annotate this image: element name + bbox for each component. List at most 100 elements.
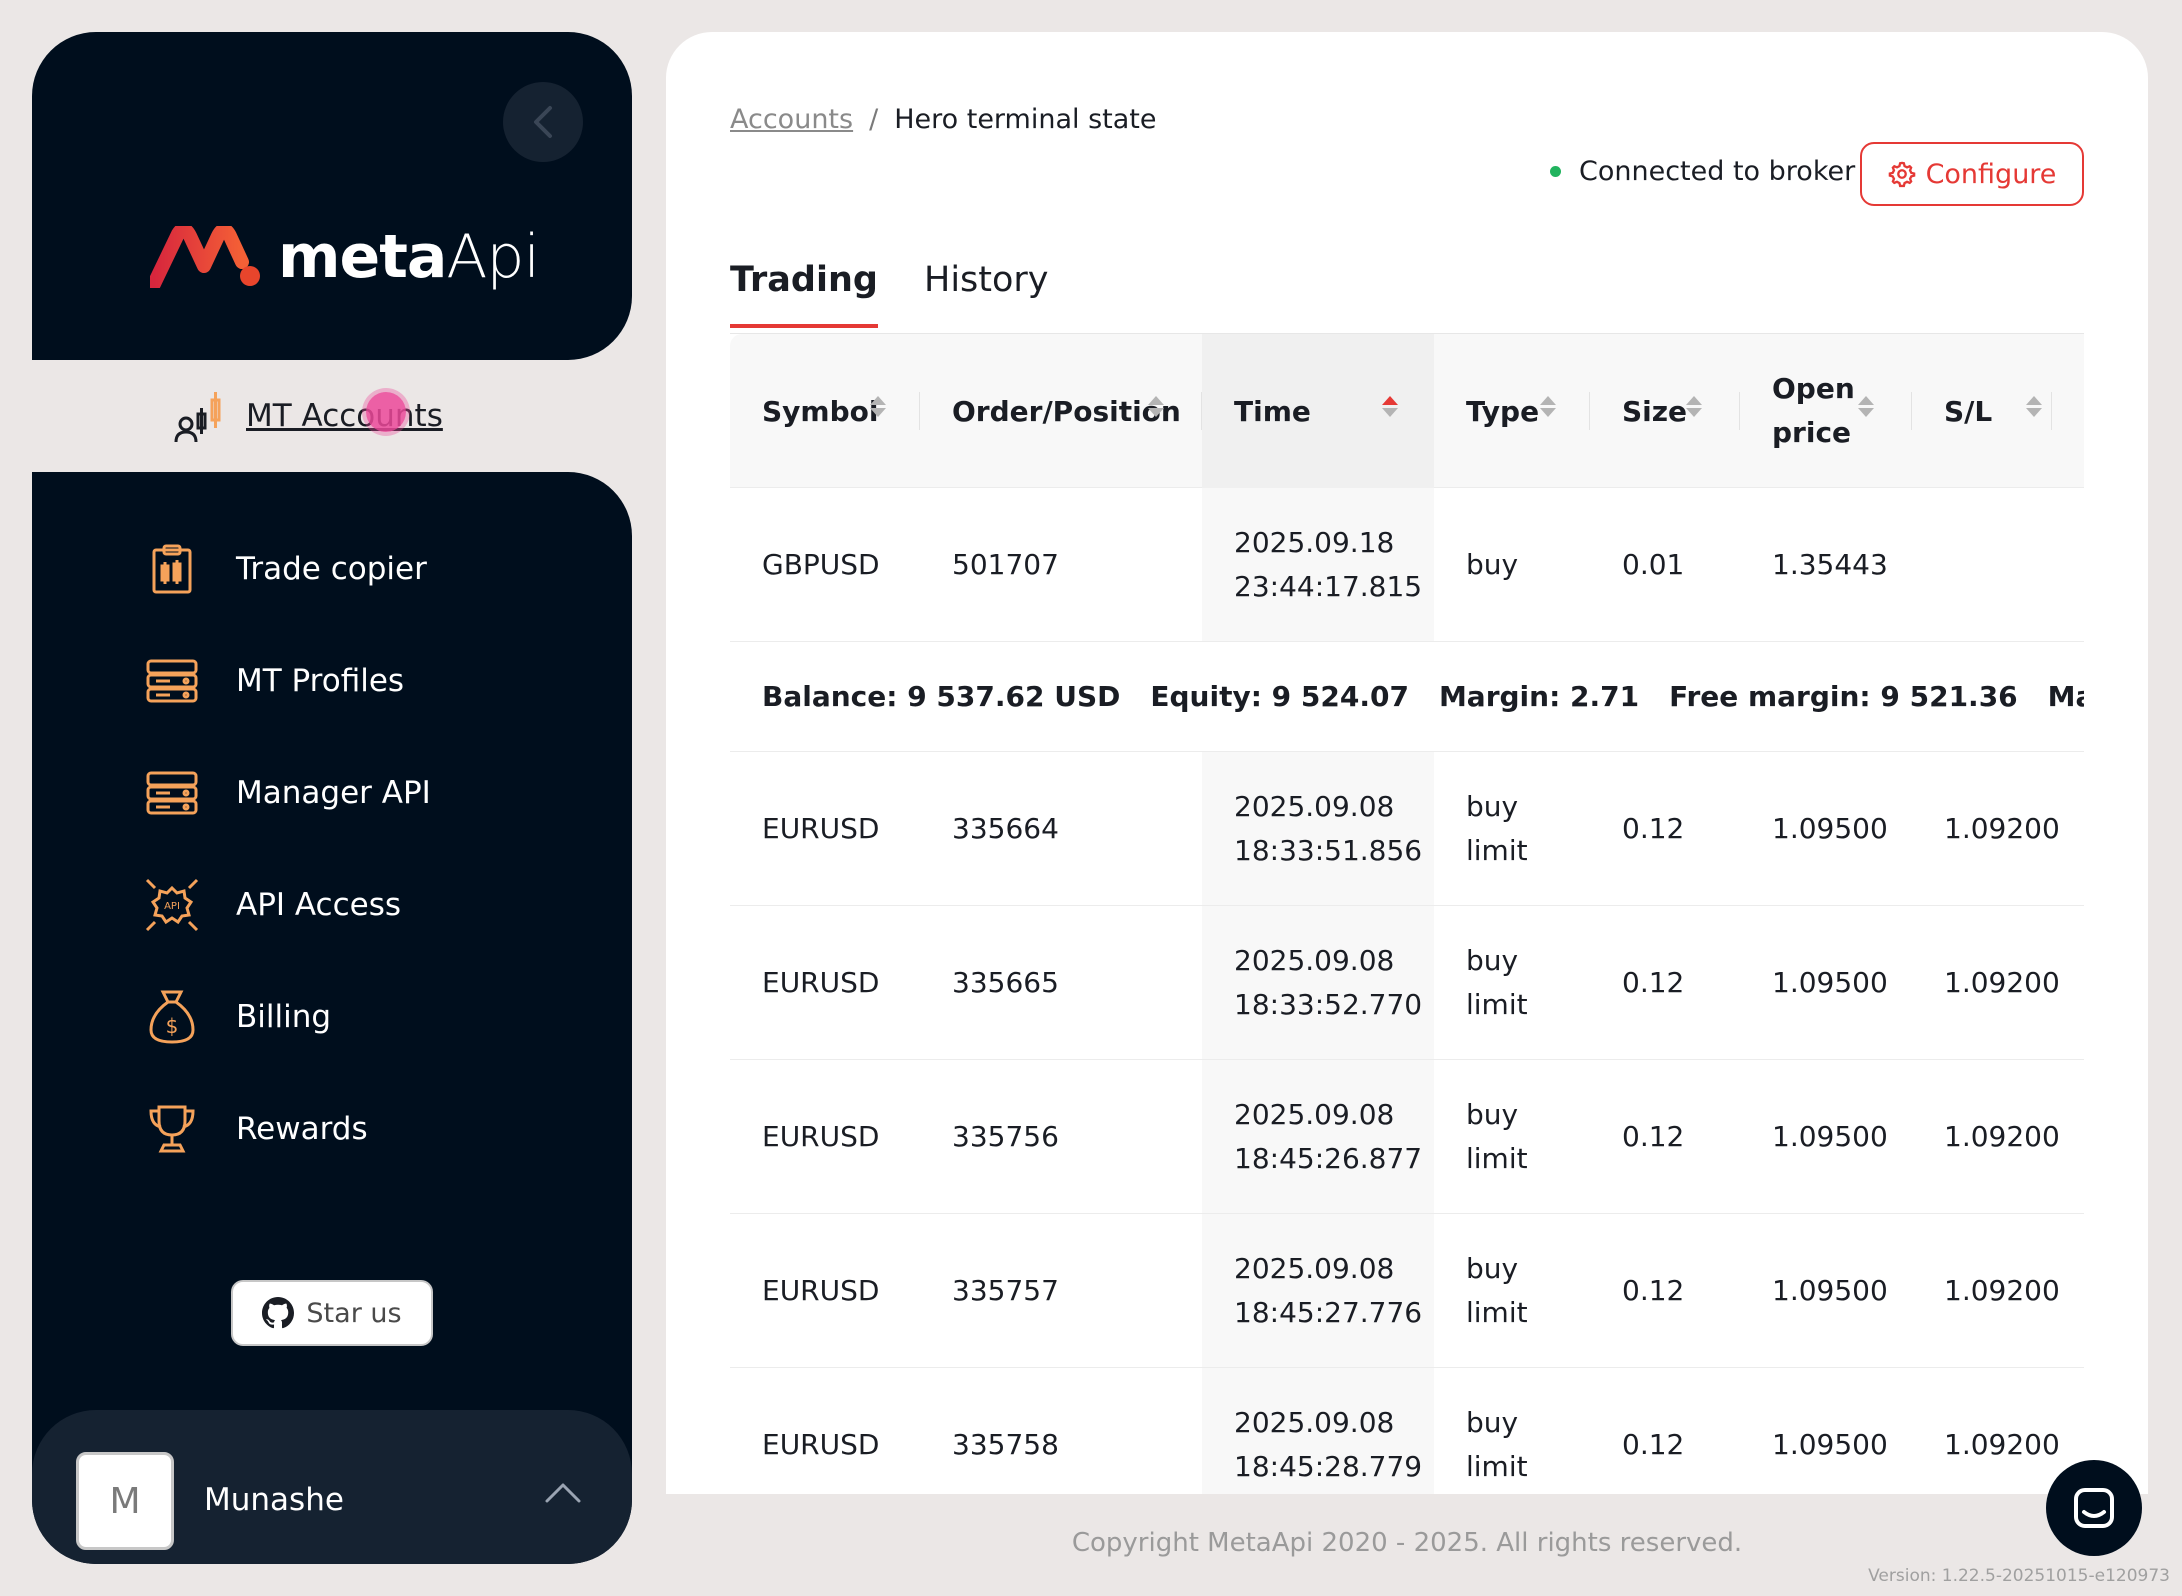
collapse-sidebar-button[interactable] bbox=[503, 82, 583, 162]
chat-icon bbox=[2074, 1488, 2114, 1528]
breadcrumb-accounts-link[interactable]: Accounts bbox=[730, 104, 854, 135]
table-row[interactable]: EURUSD 335757 2025.09.08 18:45:27.776 buy… bbox=[730, 1214, 2084, 1368]
cell-type: buy bbox=[1466, 548, 1519, 581]
column-header-label: Size bbox=[1622, 394, 1688, 428]
sidebar: metaApi MT Accounts Trade copier MT Prof… bbox=[32, 32, 632, 1564]
sidebar-item-api-access[interactable]: API API Access bbox=[142, 870, 582, 940]
cell-sl: 1.09200 bbox=[1944, 812, 2060, 845]
cell-symbol: EURUSD bbox=[762, 966, 880, 999]
sorted-column-bg bbox=[1202, 1368, 1434, 1494]
sort-icon bbox=[1858, 396, 1874, 417]
cell-open-price: 1.35443 bbox=[1772, 548, 1888, 581]
sidebar-item-rewards[interactable]: Rewards bbox=[142, 1094, 582, 1164]
sort-icon bbox=[1686, 396, 1702, 417]
cell-order-id: 335757 bbox=[952, 1274, 1059, 1307]
column-header-size[interactable]: Size bbox=[1590, 334, 1740, 488]
cell-time: 2025.09.08 18:45:26.877 bbox=[1234, 1098, 1423, 1175]
status-dot-icon bbox=[1550, 166, 1561, 177]
cell-size: 0.01 bbox=[1622, 548, 1685, 581]
sidebar-item-label: Billing bbox=[236, 999, 332, 1035]
server-icon bbox=[142, 763, 202, 823]
sidebar-item-billing[interactable]: $ Billing bbox=[142, 982, 582, 1052]
cell-symbol: EURUSD bbox=[762, 1428, 880, 1461]
table-row[interactable]: EURUSD 335665 2025.09.08 18:33:52.770 buy… bbox=[730, 906, 2084, 1060]
cell-time: 2025.09.08 18:45:27.776 bbox=[1234, 1252, 1423, 1329]
star-us-label: Star us bbox=[306, 1297, 402, 1329]
table-header: Symbol Order/Position Time Type Size bbox=[730, 334, 2084, 488]
sidebar-item-label: Manager API bbox=[236, 775, 431, 811]
sidebar-header: metaApi bbox=[32, 32, 632, 360]
balance-value: Balance: 9 537.62 USD bbox=[762, 680, 1121, 713]
cell-symbol: EURUSD bbox=[762, 1274, 880, 1307]
breadcrumb-separator: / bbox=[869, 104, 879, 135]
column-header-label: Type bbox=[1466, 394, 1540, 428]
metaapi-logo-mark bbox=[150, 226, 260, 288]
column-header-label: S/L bbox=[1944, 394, 1993, 428]
cell-type: buy limit bbox=[1466, 944, 1528, 1021]
cell-open-price: 1.09500 bbox=[1772, 1274, 1888, 1307]
sidebar-item-manager-api[interactable]: Manager API bbox=[142, 758, 582, 828]
cell-open-price: 1.09500 bbox=[1772, 1120, 1888, 1153]
cell-open-price: 1.09500 bbox=[1772, 812, 1888, 845]
cell-size: 0.12 bbox=[1622, 1274, 1685, 1307]
column-header-sl[interactable]: S/L bbox=[1912, 334, 2052, 488]
sidebar-item-mt-accounts[interactable]: MT Accounts bbox=[80, 360, 632, 472]
money-bag-icon: $ bbox=[142, 987, 202, 1047]
sidebar-item-label: MT Profiles bbox=[236, 663, 405, 699]
metaapi-logo[interactable]: metaApi bbox=[150, 222, 540, 292]
cell-order-id: 335758 bbox=[952, 1428, 1059, 1461]
avatar: M bbox=[76, 1452, 174, 1550]
sort-icon bbox=[870, 396, 886, 417]
sidebar-item-trade-copier[interactable]: Trade copier bbox=[142, 534, 582, 604]
table-row[interactable]: EURUSD 335664 2025.09.08 18:33:51.856 buy… bbox=[730, 752, 2084, 906]
column-header-label: Symbol bbox=[762, 394, 879, 428]
column-header-open-price[interactable]: Open price bbox=[1740, 334, 1912, 488]
cell-type: buy limit bbox=[1466, 1098, 1528, 1175]
configure-label: Configure bbox=[1925, 158, 2057, 190]
tab-history[interactable]: History bbox=[924, 260, 1049, 300]
cell-open-price: 1.09500 bbox=[1772, 966, 1888, 999]
tab-trading[interactable]: Trading bbox=[730, 260, 878, 328]
server-icon bbox=[142, 651, 202, 711]
sorted-column-bg bbox=[1202, 752, 1434, 905]
column-header-symbol[interactable]: Symbol bbox=[730, 334, 920, 488]
star-us-button[interactable]: Star us bbox=[231, 1280, 433, 1346]
cell-size: 0.12 bbox=[1622, 1120, 1685, 1153]
cell-type: buy limit bbox=[1466, 1252, 1528, 1329]
sorted-column-bg bbox=[1202, 488, 1434, 641]
chevron-up-icon[interactable] bbox=[544, 1480, 582, 1504]
table-row[interactable]: GBPUSD 501707 2025.09.18 23:44:17.815 buy… bbox=[730, 488, 2084, 642]
user-panel[interactable]: M Munashe bbox=[32, 1410, 632, 1564]
column-divider bbox=[2051, 392, 2052, 430]
cell-symbol: EURUSD bbox=[762, 812, 880, 845]
user-name: Munashe bbox=[204, 1482, 344, 1518]
table-row[interactable]: EURUSD 335756 2025.09.08 18:45:26.877 buy… bbox=[730, 1060, 2084, 1214]
column-header-order-position[interactable]: Order/Position bbox=[920, 334, 1202, 488]
column-header-time[interactable]: Time bbox=[1202, 334, 1434, 488]
cell-sl: 1.09200 bbox=[1944, 1428, 2060, 1461]
table-row[interactable]: EURUSD 335758 2025.09.08 18:45:28.779 buy… bbox=[730, 1368, 2084, 1494]
sidebar-item-mt-profiles[interactable]: MT Profiles bbox=[142, 646, 582, 716]
sort-ascending-icon bbox=[1382, 396, 1398, 417]
cell-order-id: 335664 bbox=[952, 812, 1059, 845]
chat-widget-button[interactable] bbox=[2046, 1460, 2142, 1556]
cell-symbol: GBPUSD bbox=[762, 548, 880, 581]
sidebar-item-label: API Access bbox=[236, 887, 402, 923]
cell-type: buy limit bbox=[1466, 790, 1528, 867]
svg-text:API: API bbox=[164, 901, 180, 912]
svg-text:$: $ bbox=[166, 1014, 179, 1038]
version-label: Version: 1.22.5-20251015-e120973 bbox=[1868, 1566, 2170, 1586]
cell-size: 0.12 bbox=[1622, 966, 1685, 999]
configure-button[interactable]: Configure bbox=[1860, 142, 2084, 206]
cell-order-id: 501707 bbox=[952, 548, 1059, 581]
cell-sl: 1.09200 bbox=[1944, 1120, 2060, 1153]
cell-time: 2025.09.18 23:44:17.815 bbox=[1234, 526, 1423, 603]
column-divider bbox=[1911, 392, 1912, 430]
sorted-column-bg bbox=[1202, 1060, 1434, 1213]
connection-status: Connected to broker bbox=[1550, 156, 1855, 187]
gear-icon bbox=[1888, 161, 1915, 188]
main-panel: Accounts / Hero terminal state Connected… bbox=[666, 32, 2148, 1494]
column-header-type[interactable]: Type bbox=[1434, 334, 1590, 488]
cursor-indicator bbox=[366, 392, 406, 432]
cell-time: 2025.09.08 18:33:52.770 bbox=[1234, 944, 1423, 1021]
